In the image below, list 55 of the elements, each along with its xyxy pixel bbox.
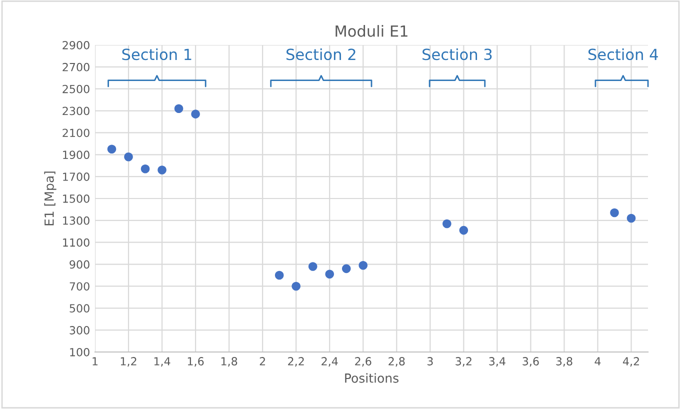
- point: [325, 270, 334, 279]
- y-tick-label: 900: [70, 260, 90, 269]
- point: [308, 262, 318, 271]
- point: [342, 264, 351, 274]
- y-tick-label: 1500: [63, 194, 90, 203]
- y-tick-label: 100: [70, 348, 90, 356]
- x-tick-label: 3,8: [556, 357, 572, 367]
- x-tick-label: 1: [92, 357, 98, 366]
- annotation: Section 3: [422, 48, 492, 60]
- point: [292, 282, 300, 291]
- x-tick-label: 3: [427, 357, 433, 366]
- y-tick-label: 1900: [63, 150, 90, 160]
- point: [610, 208, 619, 218]
- annotation: Section 1: [122, 48, 192, 60]
- y-tick-label: 2700: [62, 62, 90, 72]
- point: [191, 110, 200, 118]
- y-tick-label: 2900: [62, 40, 90, 50]
- y-tick-label: 300: [70, 326, 90, 334]
- point: [158, 166, 166, 174]
- x-tick-label: 1,4: [154, 357, 170, 367]
- y-axis-title: E1 [Mpa]: [44, 172, 56, 226]
- y-tick-label: 1300: [63, 216, 90, 225]
- point: [124, 152, 133, 162]
- point: [442, 219, 452, 228]
- y-tick-label: 1700: [63, 172, 90, 181]
- y-tick-label: 1100: [63, 238, 90, 247]
- point: [174, 104, 184, 113]
- point: [626, 214, 636, 223]
- x-tick-label: 3,6: [522, 357, 539, 367]
- x-tick-label: 3,4: [489, 357, 506, 367]
- x-tick-label: 4,2: [622, 357, 639, 367]
- point: [140, 164, 150, 174]
- x-tick-label: 2,6: [355, 357, 372, 367]
- x-tick-label: 2,8: [388, 357, 405, 367]
- x-tick-label: 2: [260, 357, 265, 366]
- x-tick-label: 4: [594, 357, 601, 366]
- point: [274, 270, 284, 280]
- point: [358, 260, 368, 270]
- annotation: Section 4: [588, 48, 658, 60]
- x-tick-label: 2,4: [322, 357, 338, 367]
- y-tick-label: 700: [70, 282, 90, 291]
- point: [459, 226, 468, 235]
- chart-title: Moduli E1: [336, 25, 408, 37]
- y-tick-label: 500: [70, 304, 90, 313]
- annotation: Section 2: [286, 48, 356, 60]
- y-tick-label: 2100: [62, 128, 90, 138]
- x-axis-title: Positions: [345, 373, 398, 383]
- x-tick-label: 3,2: [456, 357, 472, 367]
- y-tick-label: 2500: [62, 84, 90, 94]
- x-tick-label: 1,2: [120, 357, 136, 367]
- y-tick-label: 2300: [62, 106, 90, 116]
- point: [107, 144, 116, 154]
- x-tick-label: 1,6: [188, 357, 204, 367]
- x-tick-label: 2,2: [288, 357, 304, 367]
- x-tick-label: 1,8: [221, 357, 238, 367]
